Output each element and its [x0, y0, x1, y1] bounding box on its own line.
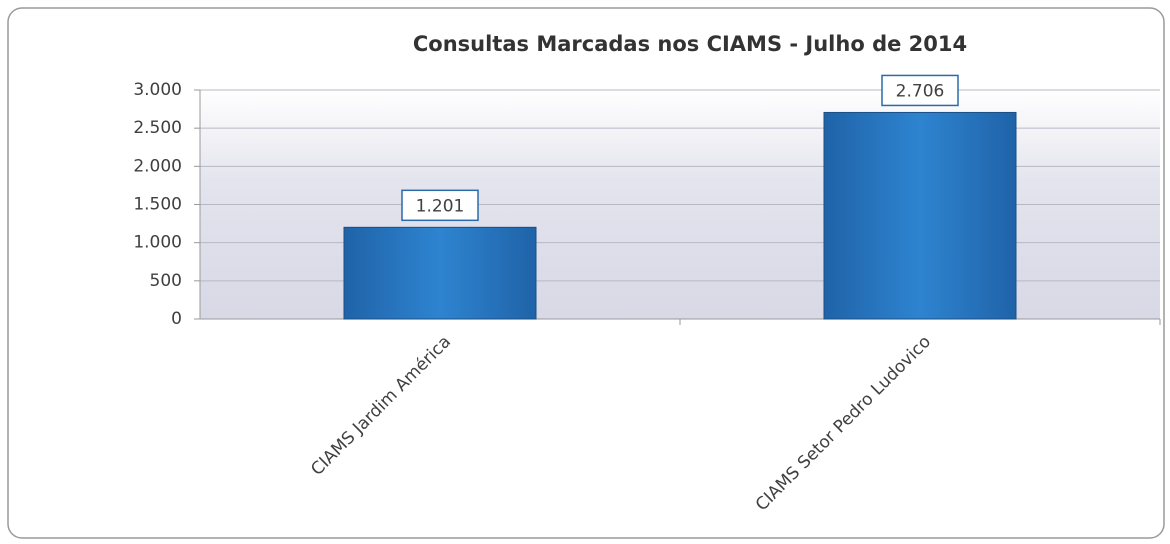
y-tick-label: 1.500 [133, 195, 182, 215]
bar [823, 111, 1017, 320]
y-tick-label: 500 [150, 271, 182, 291]
data-label-box [881, 74, 959, 107]
y-tick-label: 0 [171, 309, 182, 329]
bar [343, 226, 537, 320]
chart-title: Consultas Marcadas nos CIAMS - Julho de … [413, 32, 967, 56]
y-tick-label: 2.000 [133, 156, 182, 176]
y-tick-label: 3.000 [133, 80, 182, 100]
data-label: 2.706 [896, 81, 945, 101]
data-label: 1.201 [416, 196, 465, 216]
data-label-box [401, 189, 479, 222]
y-tick-label: 1.000 [133, 233, 182, 253]
y-tick-label: 2.500 [133, 118, 182, 138]
